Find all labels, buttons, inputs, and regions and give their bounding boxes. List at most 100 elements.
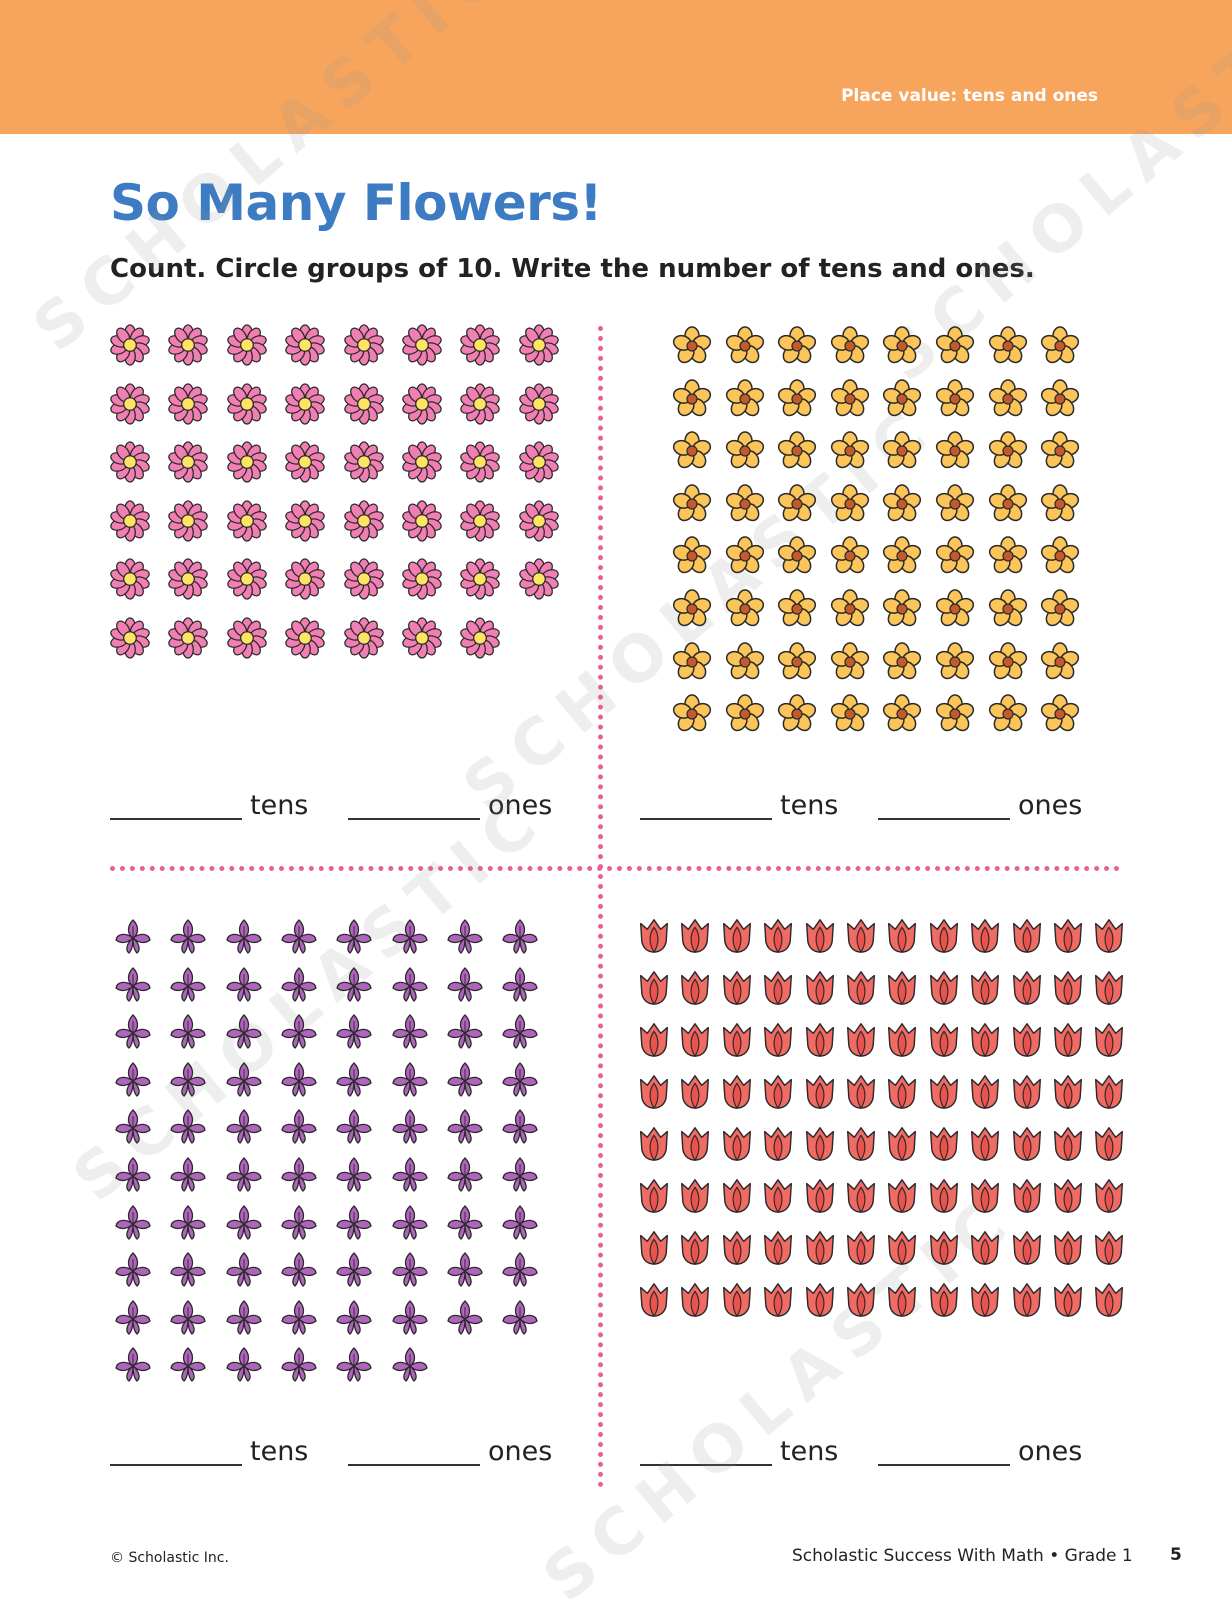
red-tulip-icon [1008, 1020, 1046, 1062]
red-tulip-icon [759, 1280, 797, 1322]
purple-iris-icon [334, 1344, 374, 1388]
pink-daisy-icon [459, 558, 501, 604]
purple-iris-icon [279, 1106, 319, 1150]
ones-label: ones [488, 790, 553, 821]
purple-iris-icon [334, 1106, 374, 1150]
tens-blank[interactable] [640, 818, 772, 820]
ones-blank[interactable] [878, 1464, 1010, 1466]
tens-blank[interactable] [640, 1464, 772, 1466]
purple-iris-icon [168, 916, 208, 960]
red-tulip-icon [801, 968, 839, 1010]
purple-iris-icon [224, 1011, 264, 1055]
yellow-flower-icon [1040, 641, 1080, 686]
yellow-flower-icon [988, 641, 1028, 686]
yellow-flower-icon [830, 484, 870, 528]
pink-daisy-icon [226, 383, 268, 429]
red-tulip-icon [718, 1176, 756, 1218]
tens-label: tens [250, 1436, 309, 1467]
red-tulip-icon [883, 1176, 921, 1218]
pink-daisy-icon [226, 617, 268, 663]
tens-blank[interactable] [110, 1464, 242, 1466]
red-tulip-icon [676, 1124, 714, 1166]
purple-iris-icon [445, 964, 485, 1008]
ones-label: ones [1018, 790, 1083, 821]
yellow-flower-icon [882, 536, 922, 580]
yellow-flower-icon [672, 431, 712, 475]
red-tulip-icon [759, 916, 797, 958]
purple-iris-icon [279, 1297, 319, 1341]
pink-daisy-icon [401, 500, 443, 546]
pink-daisy-icon [167, 617, 209, 663]
purple-iris-icon [445, 1202, 485, 1246]
yellow-flower-icon [777, 589, 817, 633]
red-tulip-icon [1049, 1072, 1087, 1114]
pink-daisy-icon [518, 383, 560, 429]
purple-iris-icon [445, 916, 485, 960]
pink-daisy-icon [109, 441, 151, 487]
red-tulip-icon [718, 1228, 756, 1270]
purple-iris-icon [224, 1059, 264, 1103]
yellow-flower-icon [725, 484, 765, 528]
purple-iris-icon [279, 1154, 319, 1198]
red-tulip-icon [1008, 968, 1046, 1010]
pink-daisy-icon [226, 558, 268, 604]
ones-blank[interactable] [878, 818, 1010, 820]
pink-daisy-icon [167, 324, 209, 370]
pink-daisy-icon [343, 558, 385, 604]
red-tulip-icon [883, 1020, 921, 1062]
purple-iris-icon [445, 1297, 485, 1341]
red-tulip-icon [925, 1228, 963, 1270]
ones-label: ones [488, 1436, 553, 1467]
pink-daisy-icon [284, 441, 326, 487]
yellow-flower-icon [830, 589, 870, 633]
red-tulip-icon [801, 1176, 839, 1218]
purple-iris-icon [500, 1202, 540, 1246]
red-tulip-icon [842, 1228, 880, 1270]
yellow-flower-icon [935, 326, 975, 370]
pink-daisy-icon [401, 383, 443, 429]
purple-iris-icon [168, 1011, 208, 1055]
purple-iris-icon [390, 1344, 430, 1388]
yellow-flower-icon [882, 589, 922, 633]
red-tulip-icon [883, 968, 921, 1010]
purple-iris-icon [113, 964, 153, 1008]
yellow-flower-icon [988, 326, 1028, 370]
purple-iris-icon [445, 1059, 485, 1103]
red-tulip-icon [718, 916, 756, 958]
yellow-flower-icon [777, 484, 817, 528]
purple-iris-icon [279, 1249, 319, 1293]
purple-iris-icon [113, 1344, 153, 1388]
page-title: So Many Flowers! [110, 174, 602, 232]
red-tulip-icon [1049, 1124, 1087, 1166]
ones-blank[interactable] [348, 1464, 480, 1466]
red-tulip-icon [842, 1124, 880, 1166]
pink-daisy-icon [343, 500, 385, 546]
vertical-divider [598, 326, 603, 1488]
yellow-flower-icon [988, 484, 1028, 528]
yellow-flower-icon [725, 589, 765, 633]
tens-blank[interactable] [110, 818, 242, 820]
red-tulip-icon [925, 1280, 963, 1322]
red-tulip-icon [842, 1020, 880, 1062]
red-tulip-icon [718, 1124, 756, 1166]
red-tulip-icon [635, 1228, 673, 1270]
red-tulip-icon [883, 1228, 921, 1270]
pink-daisy-icon [226, 324, 268, 370]
pink-daisy-icon [343, 617, 385, 663]
yellow-flower-icon [988, 694, 1028, 738]
purple-iris-icon [279, 964, 319, 1008]
purple-iris-icon [500, 1154, 540, 1198]
yellow-flower-icon [672, 641, 712, 686]
red-tulip-icon [801, 1228, 839, 1270]
red-tulip-icon [759, 1176, 797, 1218]
yellow-flower-icon [1040, 326, 1080, 370]
yellow-flower-icon [830, 431, 870, 475]
red-tulip-icon [801, 916, 839, 958]
tens-label: tens [780, 790, 839, 821]
purple-iris-icon [113, 1154, 153, 1198]
ones-blank[interactable] [348, 818, 480, 820]
purple-iris-icon [500, 1249, 540, 1293]
red-tulip-icon [635, 968, 673, 1010]
pink-daisy-icon [401, 558, 443, 604]
yellow-flower-icon [935, 484, 975, 528]
